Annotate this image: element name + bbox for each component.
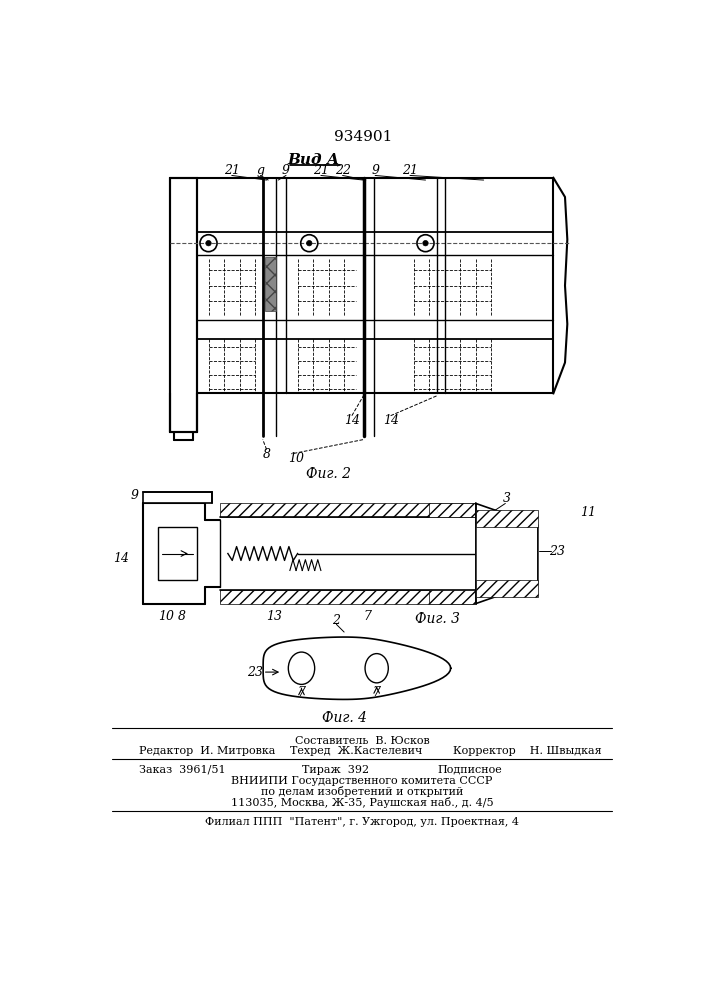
Bar: [220, 503, 476, 517]
Ellipse shape: [288, 652, 315, 684]
Bar: [476, 510, 538, 527]
Bar: [158, 527, 197, 580]
Text: 14: 14: [382, 414, 399, 427]
Text: Техред  Ж.Кастелевич: Техред Ж.Кастелевич: [290, 746, 422, 756]
Text: 14: 14: [113, 552, 129, 565]
Text: 8: 8: [262, 448, 271, 461]
Text: 3: 3: [503, 492, 511, 505]
Ellipse shape: [206, 241, 211, 246]
Polygon shape: [263, 637, 450, 699]
Text: 23: 23: [549, 545, 566, 558]
Text: 2: 2: [332, 614, 340, 627]
Bar: [220, 590, 476, 604]
Text: 21: 21: [223, 164, 240, 177]
Text: Фиг. 3: Фиг. 3: [414, 612, 460, 626]
Text: 23: 23: [247, 666, 263, 679]
Text: Корректор    Н. Швыдкая: Корректор Н. Швыдкая: [452, 746, 601, 756]
Text: 21: 21: [402, 164, 418, 177]
Text: 934901: 934901: [334, 130, 392, 144]
Text: Подписное: Подписное: [437, 765, 502, 775]
Text: 10: 10: [288, 452, 304, 465]
Text: 13: 13: [267, 610, 282, 623]
Text: g: g: [257, 164, 264, 177]
Text: 11: 11: [580, 506, 596, 519]
Text: Фиг. 2: Фиг. 2: [306, 467, 351, 481]
Text: Редактор  И. Митровка: Редактор И. Митровка: [139, 746, 275, 756]
Text: 7: 7: [363, 610, 371, 623]
Text: 14: 14: [344, 414, 360, 427]
Text: 8: 8: [177, 610, 185, 623]
Bar: [429, 590, 476, 604]
Text: 7: 7: [373, 686, 380, 699]
Text: 113035, Москва, Ж-35, Раушская наб., д. 4/5: 113035, Москва, Ж-35, Раушская наб., д. …: [230, 797, 493, 808]
Bar: [143, 492, 212, 503]
Text: 10: 10: [158, 610, 174, 623]
Text: Заказ  3961/51: Заказ 3961/51: [139, 765, 226, 775]
Text: 9: 9: [371, 164, 379, 177]
Polygon shape: [476, 503, 538, 604]
Text: по делам изобретений и открытий: по делам изобретений и открытий: [261, 786, 463, 797]
Bar: [265, 257, 276, 311]
Text: Фиг. 4: Фиг. 4: [322, 711, 367, 725]
Text: Филиал ППП  "Патент", г. Ужгород, ул. Проектная, 4: Филиал ППП "Патент", г. Ужгород, ул. Про…: [205, 817, 519, 827]
Ellipse shape: [365, 654, 388, 683]
Ellipse shape: [423, 241, 428, 246]
Text: 9: 9: [131, 489, 139, 502]
Bar: [476, 580, 538, 597]
Text: 21: 21: [313, 164, 329, 177]
Text: Вид А: Вид А: [287, 153, 339, 167]
Text: 9: 9: [282, 164, 290, 177]
Bar: [170, 178, 197, 432]
Ellipse shape: [307, 241, 312, 246]
Bar: [429, 503, 476, 517]
Text: Тираж  392: Тираж 392: [301, 765, 368, 775]
Text: ВНИИПИ Государственного комитета СССР: ВНИИПИ Государственного комитета СССР: [231, 776, 493, 786]
Text: 22: 22: [334, 164, 351, 177]
Text: Составитель  В. Юсков: Составитель В. Юсков: [295, 736, 429, 746]
Text: 7: 7: [298, 686, 305, 699]
